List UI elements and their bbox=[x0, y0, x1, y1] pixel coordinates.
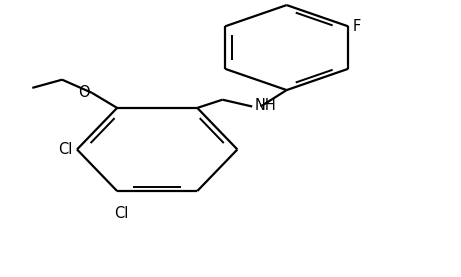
Text: Cl: Cl bbox=[58, 142, 72, 157]
Text: Cl: Cl bbox=[114, 206, 129, 221]
Text: NH: NH bbox=[254, 98, 276, 113]
Text: O: O bbox=[78, 85, 89, 100]
Text: F: F bbox=[353, 19, 361, 34]
